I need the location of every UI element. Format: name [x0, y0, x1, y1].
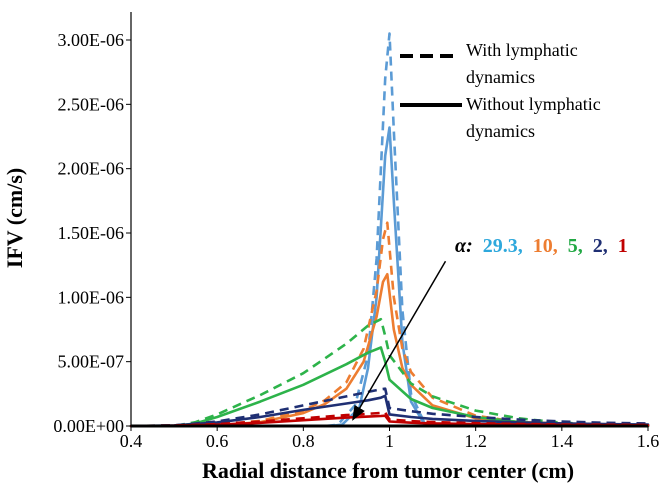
y-tick-labels: 0.00E+00 5.00E-07 1.00E-06 1.50E-06 2.00E-06… [53, 30, 131, 436]
annotation-label: α: 29.3, 10, 5, 2, 1 [455, 235, 628, 257]
series-line-alpha-1-without [129, 414, 650, 428]
x-tick-label: 1.2 [464, 431, 487, 451]
series-layer [129, 32, 650, 428]
series-line-alpha-2-without [129, 394, 650, 428]
series-line-alpha-29-3-without [129, 126, 650, 428]
alpha-symbol: α: [455, 235, 473, 257]
x-tick-label: 1.6 [637, 431, 660, 451]
x-tick-labels: 0.4 0.6 0.8 1 1.2 1.4 1.6 [120, 426, 660, 451]
legend-dashed-label-line1: With lymphatic [466, 40, 578, 60]
x-tick-label: 1.4 [551, 431, 574, 451]
series-line-alpha-10-with [130, 221, 649, 428]
legend: With lymphatic dynamics Without lymphati… [400, 40, 601, 141]
legend-dashed-label-line2: dynamics [466, 67, 535, 87]
x-tick-label: 0.6 [206, 431, 229, 451]
alpha-value-1: 1 [618, 235, 628, 257]
y-axis-title: IFV (cm/s) [2, 168, 27, 268]
y-tick-label: 2.00E-06 [58, 159, 125, 179]
alpha-value-5: 5, [568, 235, 583, 257]
y-tick-label: 5.00E-07 [58, 352, 125, 372]
y-tick-label: 3.00E-06 [58, 30, 125, 50]
legend-solid-label-line2: dynamics [466, 121, 535, 141]
alpha-value-10: 10, [533, 235, 558, 257]
y-tick-label: 2.50E-06 [58, 94, 125, 114]
x-tick-label: 0.4 [120, 431, 143, 451]
series-line-alpha-5-with [131, 317, 649, 428]
alpha-value-2: 2, [593, 235, 608, 257]
x-tick-label: 0.8 [292, 431, 315, 451]
series-line-alpha-2-with [130, 387, 649, 428]
y-tick-label: 1.50E-06 [58, 223, 125, 243]
legend-solid-label-line1: Without lymphatic [466, 94, 601, 114]
y-tick-label: 1.00E-06 [58, 287, 125, 307]
y-tick-label: 0.00E+00 [53, 416, 124, 436]
series-line-alpha-29-3-with [131, 32, 648, 428]
alpha-value-29-3: 29.3, [483, 235, 523, 257]
annotation-arrow [352, 260, 447, 421]
x-axis-title: Radial distance from tumor center (cm) [202, 458, 574, 483]
x-tick-label: 1 [385, 431, 394, 451]
